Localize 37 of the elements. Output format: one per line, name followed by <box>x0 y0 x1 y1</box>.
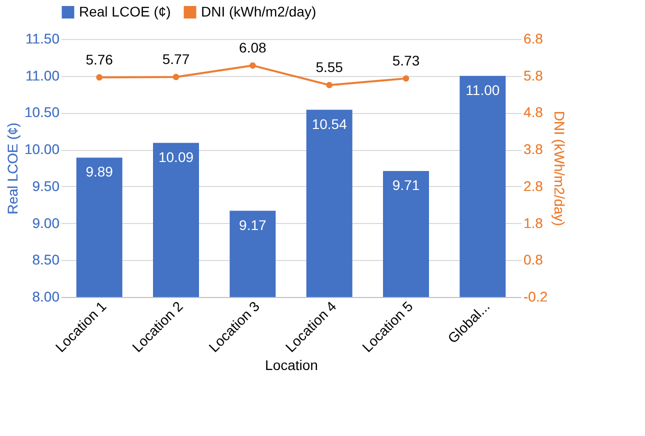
point <box>172 74 180 80</box>
data-label: 5.55 <box>316 59 344 76</box>
y2-tick-label: 2.8 <box>524 178 544 194</box>
y-tick-label: 11.50 <box>26 30 60 46</box>
y-tick-label: 9.00 <box>32 214 60 231</box>
data-label: 5.76 <box>86 51 114 68</box>
point <box>402 75 410 82</box>
y-tick-label: 8.50 <box>32 252 60 268</box>
y-tick-label: 11.00 <box>26 67 60 84</box>
data-label: 5.73 <box>392 52 420 68</box>
y-tick-label: 8.00 <box>32 288 60 304</box>
y-tick-label: 10.50 <box>24 104 60 120</box>
y-tick-label: 10.00 <box>24 141 60 158</box>
data-label: 5.77 <box>162 50 190 67</box>
data-label: 10.09 <box>158 148 194 165</box>
legend-label: Real LCOE (¢) <box>79 3 171 20</box>
y-axis-title: Real LCOE (¢) <box>4 122 20 214</box>
data-label: 10.54 <box>312 116 348 132</box>
point <box>96 74 102 80</box>
y2-tick-label: -0.2 <box>524 288 548 304</box>
data-label: 9.89 <box>86 164 114 180</box>
y2-tick-label: 5.8 <box>524 67 544 84</box>
point <box>326 82 332 88</box>
data-label: 9.17 <box>239 216 267 233</box>
data-label: 11.00 <box>466 82 500 98</box>
x-axis-title: Location <box>265 357 318 374</box>
data-label: 9.71 <box>392 176 420 193</box>
y-tick-label: 9.50 <box>32 178 60 194</box>
y2-tick-label: 6.8 <box>524 30 544 46</box>
y2-tick-label: 1.8 <box>524 214 544 231</box>
y2-tick-label: 3.8 <box>524 141 544 158</box>
legend-label: DNI (kWh/m2/day) <box>201 3 316 20</box>
y2-tick-label: 0.8 <box>524 252 544 268</box>
y2-tick-label: 4.8 <box>524 104 544 120</box>
y2-axis-title: DNI (kWh/m2/day) <box>552 110 568 226</box>
data-label: 6.08 <box>239 40 267 56</box>
point <box>250 62 256 69</box>
